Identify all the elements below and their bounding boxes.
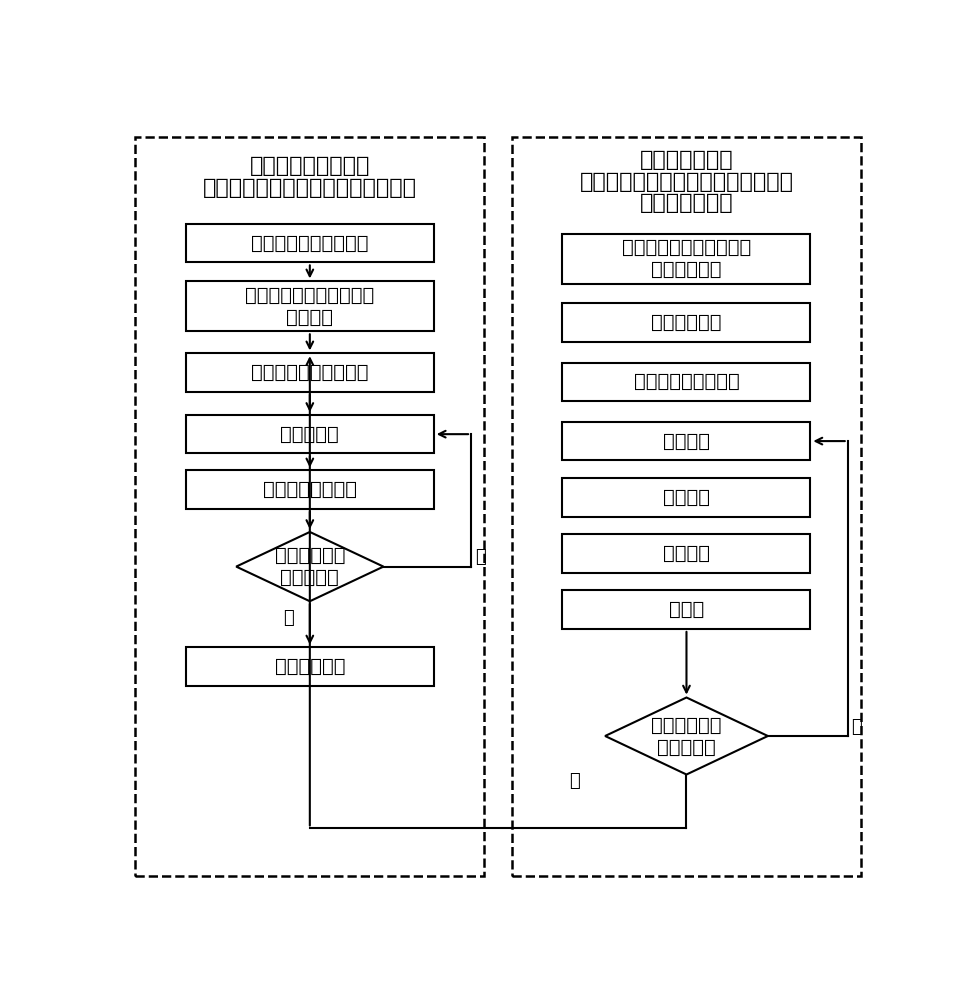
Text: 得到最优权值和偏置值: 得到最优权值和偏置值 (251, 363, 368, 382)
Text: 否: 否 (475, 548, 486, 566)
Bar (563, 303, 811, 342)
Bar (563, 363, 811, 401)
Text: 初始化人工神经网络权值
和偏置值: 初始化人工神经网络权值 和偏置值 (245, 286, 374, 327)
Text: 是否满足迭代
停止条件？: 是否满足迭代 停止条件？ (651, 716, 722, 756)
Bar (512, 137, 861, 876)
Text: 定义个体适应度函数: 定义个体适应度函数 (634, 372, 740, 391)
Text: 更新权值和偏置值: 更新权值和偏置值 (262, 480, 357, 499)
Bar (186, 647, 434, 686)
Bar (563, 234, 811, 284)
Text: 输入非营运车辆和营运车
辆训练数据集: 输入非营运车辆和营运车 辆训练数据集 (622, 238, 751, 279)
Bar (563, 534, 811, 573)
Bar (186, 281, 434, 331)
Bar (563, 590, 811, 629)
Text: 基于人工神经网络的: 基于人工神经网络的 (250, 156, 370, 176)
Text: 否: 否 (851, 718, 862, 736)
Text: 计算误差值: 计算误差值 (281, 425, 339, 444)
Text: 选择操作: 选择操作 (663, 432, 710, 451)
Bar (186, 415, 434, 453)
Bar (186, 224, 434, 262)
Bar (186, 353, 434, 392)
Text: 评价及参数优化: 评价及参数优化 (640, 193, 733, 213)
Text: 非营运车辆和营运车辆需求预测模型: 非营运车辆和营运车辆需求预测模型 (579, 172, 793, 192)
Bar (563, 422, 811, 460)
Text: 基于遗传算法的: 基于遗传算法的 (640, 150, 733, 170)
Text: 输出最优模型: 输出最优模型 (274, 657, 345, 676)
Text: 非营运车辆和营运车辆需求预测模型: 非营运车辆和营运车辆需求预测模型 (203, 178, 417, 198)
Text: 是否满足迭代
停止条件？: 是否满足迭代 停止条件？ (274, 546, 345, 587)
Polygon shape (606, 698, 768, 774)
Bar (186, 470, 434, 509)
Bar (135, 137, 484, 876)
Polygon shape (236, 532, 383, 601)
Text: 交叉操作: 交叉操作 (663, 488, 710, 507)
Text: 新群体: 新群体 (669, 600, 704, 619)
Text: 变异操作: 变异操作 (663, 544, 710, 563)
Text: 确定人工神经网络结构: 确定人工神经网络结构 (251, 234, 368, 253)
Bar (563, 478, 811, 517)
Text: 是: 是 (283, 609, 294, 627)
Text: 对初始值编码: 对初始值编码 (651, 313, 722, 332)
Text: 是: 是 (569, 772, 579, 790)
